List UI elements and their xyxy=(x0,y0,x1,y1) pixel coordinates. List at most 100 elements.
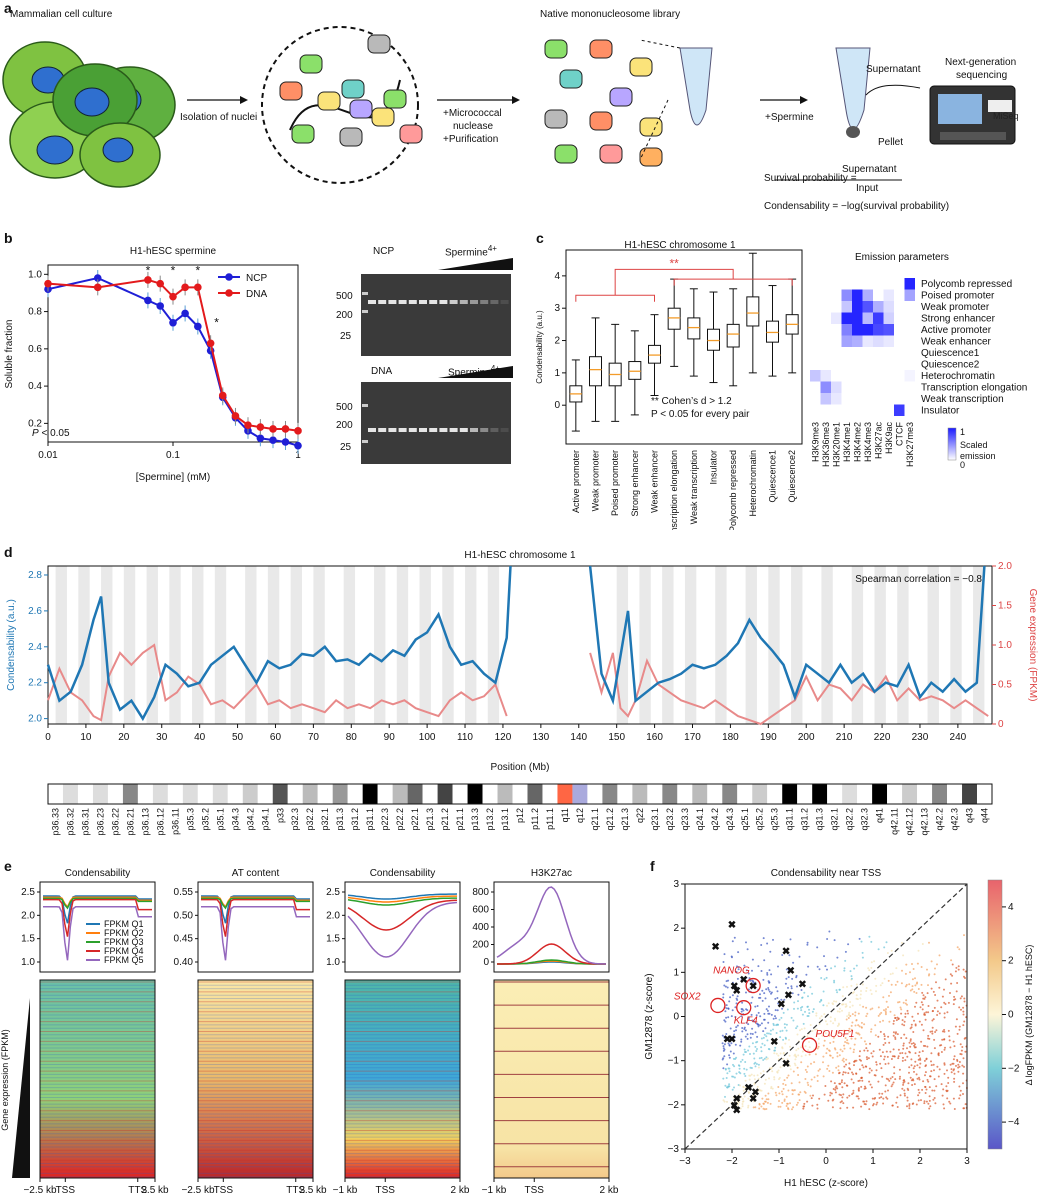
scatter-point xyxy=(912,1067,915,1070)
scatter-point xyxy=(868,1067,871,1070)
scatter-point xyxy=(945,1085,948,1088)
scatter-point xyxy=(808,1012,811,1015)
scatter-point xyxy=(930,960,933,963)
scatter-point xyxy=(893,1066,896,1069)
scatter-point xyxy=(763,1082,766,1085)
ideogram-band xyxy=(722,784,738,804)
scatter-point xyxy=(784,1042,787,1045)
scatter-point xyxy=(909,989,912,992)
scatter-point xyxy=(823,1093,826,1096)
legend-label-FPKM Q4: FPKM Q4 xyxy=(104,946,144,956)
scatter-point xyxy=(796,1033,799,1036)
scatter-point xyxy=(777,1105,780,1108)
significance-star: * xyxy=(146,263,151,277)
scatter-point xyxy=(732,1096,735,1099)
scatter-point xyxy=(807,1049,810,1052)
scatter-point xyxy=(964,970,967,973)
scatter-point xyxy=(747,1016,750,1019)
scatter-point xyxy=(787,976,790,979)
gene-marker: ✖ xyxy=(733,986,741,997)
scatter-point xyxy=(761,989,764,992)
scatter-point xyxy=(763,1033,766,1036)
scatter-point xyxy=(902,954,905,957)
scatter-point xyxy=(892,1081,895,1084)
scatter-point xyxy=(863,1087,866,1090)
scatter-point xyxy=(770,1066,773,1069)
scatter-point xyxy=(766,1039,769,1042)
pellet-label: Pellet xyxy=(878,137,904,148)
scatter-point xyxy=(822,1055,825,1058)
scatter-point xyxy=(905,983,908,986)
gene-marker: ✖ xyxy=(744,1083,752,1094)
scatter-point xyxy=(878,1013,881,1016)
scatter-point xyxy=(897,1055,900,1058)
scatter-point xyxy=(904,1052,907,1055)
scatter-point xyxy=(767,1032,770,1035)
scatter-point xyxy=(931,1089,934,1092)
scatter-point xyxy=(951,963,954,966)
highlight-circle-KLF4 xyxy=(736,1000,752,1016)
scatter-point xyxy=(866,1058,869,1061)
scatter-point xyxy=(816,1080,819,1082)
pvalue-b-rest: < 0.05 xyxy=(38,428,70,439)
scatter-point xyxy=(920,1040,923,1043)
scatter-point xyxy=(797,1047,800,1050)
scatter-point xyxy=(909,1038,912,1041)
ideogram-band xyxy=(242,784,258,804)
band-label: p36.31 xyxy=(80,808,90,836)
scatter-point xyxy=(731,994,734,997)
y-tick-label-d-right: 2.0 xyxy=(998,561,1012,572)
scatter-point xyxy=(870,1086,873,1089)
scatter-point xyxy=(761,1097,764,1100)
heatmap-cell xyxy=(831,289,842,301)
scatter-point xyxy=(744,1086,747,1089)
heatmap-cell xyxy=(820,347,831,359)
scatter-point xyxy=(833,979,836,982)
scatter-point xyxy=(923,1100,926,1103)
scatter-point xyxy=(767,1098,770,1101)
scatter-point xyxy=(735,1002,738,1005)
scatter-point xyxy=(784,1084,787,1086)
scatter-point xyxy=(847,943,850,946)
scatter-point xyxy=(868,1108,871,1111)
scatter-point xyxy=(921,1008,924,1011)
culture-label: Mammalian cell culture xyxy=(10,9,113,20)
scatter-point xyxy=(741,1027,744,1029)
scatter-point xyxy=(778,1078,780,1081)
heatmap-xtick-label: 2.5 kb xyxy=(299,1185,327,1196)
scatter-point xyxy=(806,1005,809,1008)
scatter-point xyxy=(839,1048,842,1051)
scatter-point xyxy=(873,960,876,963)
scatter-point xyxy=(820,1015,823,1018)
scatter-point xyxy=(883,1038,886,1040)
profile-curve-q5 xyxy=(347,901,458,958)
scatter-point xyxy=(869,989,872,992)
scatter-point xyxy=(908,1071,910,1074)
scatter-point xyxy=(962,1010,965,1013)
ideogram-band xyxy=(272,784,288,804)
highlight-circle-NANOG xyxy=(745,977,761,994)
scatter-point xyxy=(875,1103,878,1106)
scatter-point xyxy=(805,1071,808,1073)
scatter-point xyxy=(847,1072,850,1075)
scatter-point xyxy=(952,1040,955,1043)
scatter-point xyxy=(772,1024,775,1027)
scatter-point xyxy=(943,1038,946,1041)
scatter-point xyxy=(849,1001,852,1003)
scatter-point xyxy=(841,1079,843,1082)
scatter-point xyxy=(751,1027,754,1030)
y-tick-label-c: 1 xyxy=(554,368,560,379)
scatter-point xyxy=(728,1083,731,1086)
scatter-point xyxy=(884,1042,887,1044)
band-label: q24.3 xyxy=(725,808,735,831)
scatter-point xyxy=(943,1001,946,1004)
scatter-point xyxy=(845,1063,847,1066)
scatter-point xyxy=(956,982,959,984)
scatter-point xyxy=(772,1017,775,1020)
scatter-point xyxy=(729,1027,732,1030)
scatter-point xyxy=(742,1053,745,1056)
scatter-point xyxy=(736,995,739,998)
scatter-point xyxy=(932,1063,935,1066)
heatmap-cell xyxy=(841,278,852,290)
